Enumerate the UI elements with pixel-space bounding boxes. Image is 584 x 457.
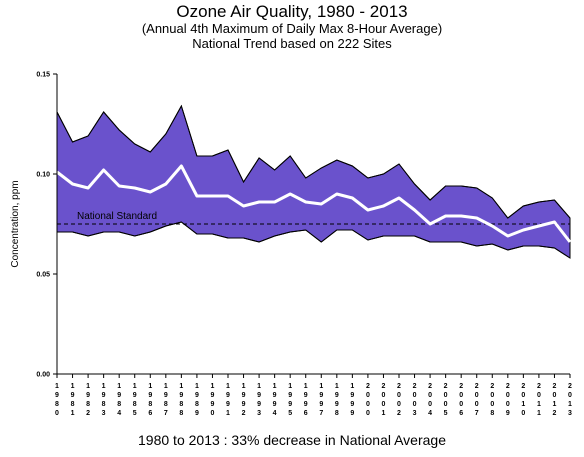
chart-subtitle-line-2: National Trend based on 222 Sites xyxy=(192,36,392,51)
plot-area: National Standard 0.00 0.05 0.10 0.15 1 9 8 0 1 9 8… xyxy=(36,72,572,418)
band-upper-line xyxy=(56,104,571,219)
y-tick-label: 0.00 xyxy=(36,372,50,379)
y-axis-label: Concentration, ppm xyxy=(10,180,21,267)
national-average-line xyxy=(56,164,572,243)
national-standard-label: National Standard xyxy=(77,211,157,222)
concentration-band xyxy=(56,104,571,259)
y-tick-label: 0.10 xyxy=(36,172,50,179)
chart-subtitle-line-1: (Annual 4th Maximum of Daily Max 8-Hour … xyxy=(141,21,443,36)
chart-title: Ozone Air Quality, 1980 - 2013 xyxy=(176,2,408,21)
y-tick-label: 0.05 xyxy=(36,272,50,279)
chart-titles: Ozone Air Quality, 1980 - 2013 (Annual 4… xyxy=(0,0,584,51)
chart-footer: 1980 to 2013 : 33% decrease in National … xyxy=(138,432,446,448)
band-lower-line xyxy=(57,221,571,259)
y-tick-label: 0.15 xyxy=(36,72,50,79)
